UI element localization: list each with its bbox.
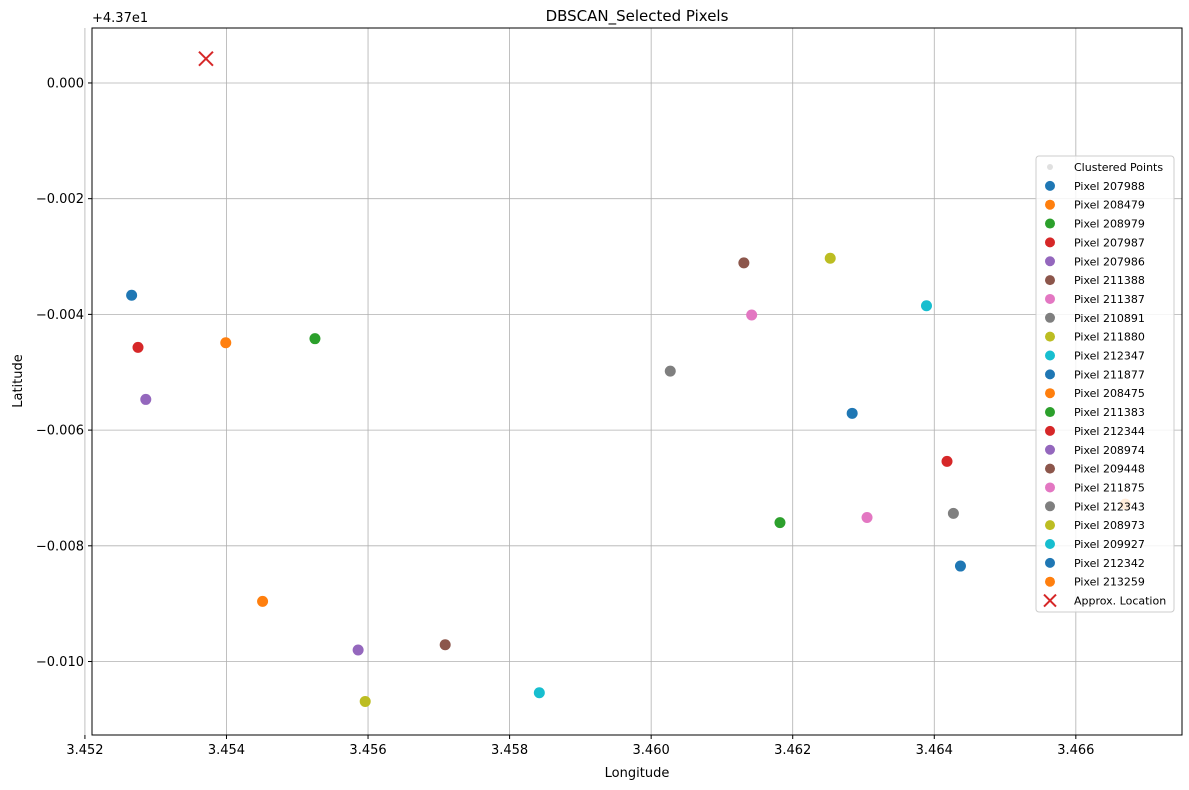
legend: Clustered Points Pixel 207988 Pixel 208479… bbox=[1035, 155, 1175, 613]
legend-marker bbox=[1045, 180, 1055, 191]
legend-marker bbox=[1045, 331, 1055, 342]
data-point-pixel-209448 bbox=[439, 639, 451, 651]
x-tick-label: 3.454 bbox=[208, 743, 245, 758]
y-axis-label: Latitude bbox=[11, 354, 26, 408]
y-tick-label: −0.002 bbox=[36, 192, 84, 207]
data-points bbox=[126, 50, 1131, 707]
legend-label: Pixel 211875 bbox=[1074, 481, 1145, 494]
legend-marker bbox=[1045, 275, 1055, 286]
x-axis-label: Longitude bbox=[605, 766, 670, 781]
legend-label: Pixel 212342 bbox=[1074, 557, 1145, 570]
approx-location-marker bbox=[198, 50, 214, 67]
legend-marker bbox=[1045, 482, 1055, 493]
data-point-pixel-209927 bbox=[533, 687, 545, 699]
legend-marker bbox=[1045, 199, 1055, 210]
data-point-pixel-212347 bbox=[920, 300, 932, 312]
legend-marker bbox=[1045, 218, 1055, 229]
legend-label: Pixel 211388 bbox=[1074, 274, 1145, 287]
legend-marker-stroke bbox=[1043, 593, 1057, 608]
x-tick-label: 3.466 bbox=[1057, 743, 1094, 758]
data-point-pixel-212343 bbox=[947, 507, 959, 519]
x-tick-label: 3.458 bbox=[491, 743, 528, 758]
plot-frame bbox=[91, 27, 1183, 736]
legend-marker bbox=[1045, 350, 1055, 361]
legend-box bbox=[1035, 155, 1175, 613]
x-tick-label: 3.462 bbox=[774, 743, 811, 758]
legend-label: Pixel 212343 bbox=[1074, 500, 1145, 513]
legend-label: Pixel 209927 bbox=[1074, 538, 1145, 551]
legend-label: Pixel 207986 bbox=[1074, 255, 1145, 268]
legend-marker bbox=[1045, 557, 1055, 568]
legend-label: Pixel 211877 bbox=[1074, 368, 1145, 381]
legend-label: Pixel 209448 bbox=[1074, 463, 1145, 476]
x-tick-label: 3.464 bbox=[916, 743, 953, 758]
legend-label: Pixel 212347 bbox=[1074, 350, 1145, 363]
data-point-pixel-208974 bbox=[352, 644, 364, 656]
data-point-pixel-212342 bbox=[954, 560, 966, 572]
legend-marker bbox=[1045, 501, 1055, 512]
y-offset-label: +4.37e1 bbox=[92, 11, 148, 26]
legend-label: Clustered Points bbox=[1074, 161, 1163, 174]
legend-label: Pixel 212344 bbox=[1074, 425, 1145, 438]
grid-lines bbox=[84, 28, 1182, 735]
data-point-pixel-207988 bbox=[126, 289, 138, 301]
legend-marker bbox=[1045, 539, 1055, 549]
y-tick-label: 0.000 bbox=[47, 76, 84, 91]
legend-label: Approx. Location bbox=[1074, 595, 1166, 608]
chart-title: DBSCAN_Selected Pixels bbox=[546, 7, 729, 26]
legend-marker bbox=[1047, 164, 1053, 170]
data-point-pixel-207987 bbox=[132, 341, 144, 353]
legend-marker bbox=[1043, 593, 1057, 608]
x-tick-label: 3.460 bbox=[633, 743, 670, 758]
legend-label: Pixel 207988 bbox=[1074, 180, 1145, 193]
data-point-pixel-210891 bbox=[664, 365, 676, 377]
data-point-pixel-211880 bbox=[824, 252, 836, 264]
data-point-pixel-211875 bbox=[861, 511, 873, 523]
data-point-pixel-211383 bbox=[774, 517, 786, 529]
legend-label: Pixel 210891 bbox=[1074, 312, 1145, 325]
legend-label: Pixel 208479 bbox=[1074, 199, 1145, 212]
legend-marker bbox=[1045, 237, 1055, 248]
legend-label: Pixel 213259 bbox=[1074, 576, 1145, 589]
x-tick-label: 3.452 bbox=[66, 743, 103, 758]
y-tick-label: −0.010 bbox=[36, 655, 84, 670]
data-point-pixel-211877 bbox=[846, 407, 858, 419]
legend-label: Pixel 208979 bbox=[1074, 218, 1145, 231]
y-tick-label: −0.004 bbox=[36, 308, 84, 323]
data-point-pixel-208479 bbox=[220, 337, 232, 349]
marker-stroke bbox=[198, 50, 214, 67]
legend-label: Pixel 208475 bbox=[1074, 387, 1145, 400]
y-tick-label: −0.006 bbox=[36, 424, 84, 439]
legend-marker bbox=[1045, 388, 1055, 399]
data-point-pixel-211388 bbox=[738, 257, 750, 269]
data-point-pixel-212344 bbox=[941, 455, 953, 467]
legend-label: Pixel 208973 bbox=[1074, 519, 1145, 532]
legend-label: Pixel 207987 bbox=[1074, 236, 1145, 249]
legend-marker bbox=[1045, 520, 1055, 531]
legend-label: Pixel 211387 bbox=[1074, 293, 1145, 306]
legend-marker bbox=[1045, 407, 1055, 418]
data-point-pixel-208973 bbox=[359, 695, 371, 707]
data-point-pixel-207986 bbox=[140, 393, 152, 405]
legend-marker bbox=[1045, 444, 1055, 455]
legend-marker bbox=[1045, 256, 1055, 267]
legend-label: Pixel 208974 bbox=[1074, 444, 1145, 457]
legend-label: Pixel 211383 bbox=[1074, 406, 1145, 419]
legend-marker bbox=[1045, 463, 1055, 474]
y-axis-ticks: 0.000 −0.002 −0.004 −0.006 −0.008 −0.010 bbox=[36, 76, 92, 670]
legend-marker bbox=[1045, 312, 1055, 323]
legend-label: Pixel 211880 bbox=[1074, 331, 1145, 344]
legend-marker bbox=[1045, 576, 1055, 587]
legend-marker bbox=[1045, 369, 1055, 380]
x-tick-label: 3.456 bbox=[349, 743, 386, 758]
legend-marker bbox=[1045, 425, 1055, 436]
data-point-pixel-213259 bbox=[257, 595, 269, 607]
x-axis-ticks: 3.452 3.454 3.456 3.458 3.460 3.462 3.464 3.466 bbox=[66, 735, 1094, 758]
y-tick-label: −0.008 bbox=[36, 539, 84, 554]
data-point-pixel-211387 bbox=[746, 309, 758, 321]
legend-marker bbox=[1045, 293, 1055, 304]
data-point-pixel-208979 bbox=[309, 333, 321, 345]
